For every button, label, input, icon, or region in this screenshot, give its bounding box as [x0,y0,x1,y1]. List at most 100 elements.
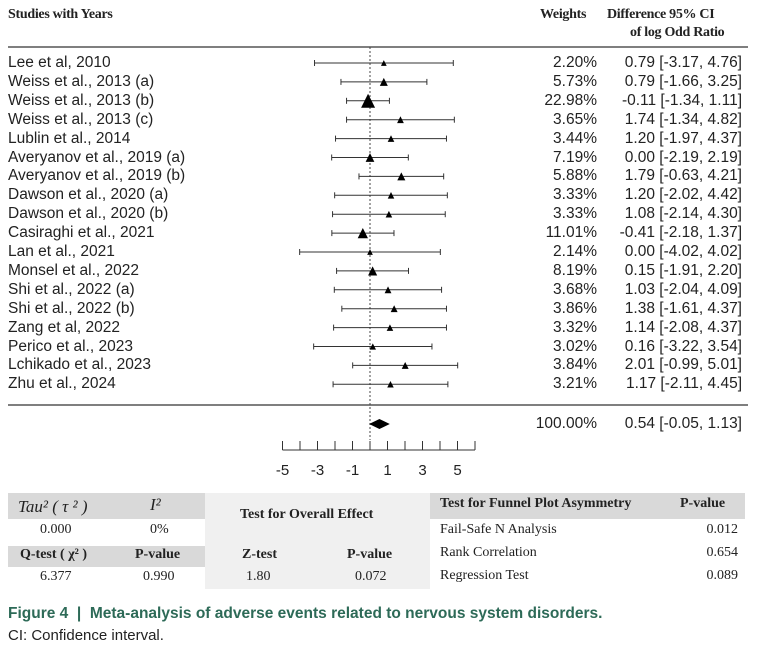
study-label: Weiss et al., 2013 (c) [8,110,154,128]
funnel-header-bg [430,493,745,519]
study-label: Lan et al., 2021 [8,243,115,260]
effect-marker [384,286,392,294]
study-weight: 3.21% [553,375,597,393]
effect-marker [387,192,395,199]
ztest-value: 1.80 [246,569,271,584]
overall-effect-title: Test for Overall Effect [240,507,374,522]
study-ci: -0.41 [-2.18, 1.37] [619,224,742,242]
study-label: Dawson et al., 2020 (b) [8,205,169,223]
effect-marker [367,249,373,255]
effect-marker [380,60,387,66]
study-weight: 5.73% [553,72,597,90]
study-weight: 7.19% [553,148,597,166]
funnel-p-label: P-value [680,496,726,511]
tau-value: 0.000 [40,522,72,537]
overall-effect-block [205,493,430,589]
study-label: Perico et al., 2023 [8,337,133,355]
study-column-header: Studies with Years [8,7,113,22]
funnel-row-label: Regression Test [440,568,529,583]
x-tick-label: -5 [276,462,289,479]
effect-marker [390,305,398,313]
study-label: Averyanov et al., 2019 (b) [8,167,186,185]
effect-marker [387,135,395,142]
study-label: Zang et al, 2022 [8,318,121,336]
study-ci: 1.79 [-0.63, 4.21] [624,167,742,185]
funnel-row-p: 0.089 [706,568,739,583]
study-ci: 1.20 [-2.02, 4.42] [624,186,742,204]
x-tick-label: -3 [311,462,324,479]
qtest-label: Q-test ( χ² ) [20,547,88,562]
effect-marker [397,116,404,124]
funnel-title: Test for Funnel Plot Asymmetry [440,496,632,511]
study-label: Shi et al., 2022 (a) [8,280,135,298]
caption-note: CI: Confidence interval. [8,627,164,644]
study-weight: 3.68% [553,280,597,298]
study-weight: 8.19% [553,261,597,279]
figure-caption: Figure 4 | Meta-analysis of adverse even… [8,605,603,622]
ci-column-header-line2: of log Odd Ratio [630,25,725,40]
funnel-row-label: Rank Correlation [440,545,537,560]
study-label: Casiraghi et al., 2021 [8,224,155,242]
x-tick-label: -1 [346,462,359,479]
x-tick-label: 5 [453,462,461,479]
qtest-value: 6.377 [40,569,72,584]
study-ci: 0.79 [-3.17, 4.76] [624,54,742,71]
study-weight: 22.98% [544,91,597,109]
study-label: Monsel et al., 2022 [8,261,139,279]
effect-marker [401,361,409,369]
x-tick-label: 1 [383,462,391,479]
study-ci: -0.11 [-1.34, 1.11] [621,91,742,109]
study-weight: 2.14% [553,243,597,260]
weights-column-header: Weights [540,7,587,22]
study-ci: 1.38 [-1.61, 4.37] [624,299,742,317]
i2-label: I² [150,495,161,514]
funnel-row-p: 0.012 [706,522,739,537]
study-label: Averyanov et al., 2019 (a) [8,148,186,166]
study-ci: 0.00 [-2.19, 2.19] [624,148,742,166]
effect-marker [365,153,375,162]
ztest-p-value: 0.072 [355,569,387,584]
effect-marker [379,77,388,86]
study-label: Zhu et al., 2024 [8,375,116,393]
effect-marker [397,172,406,181]
ci-column-header-line1: Difference 95% CI [607,7,715,22]
study-weight: 3.65% [553,110,597,128]
study-weight: 3.84% [553,356,597,374]
effect-marker [385,210,393,218]
ztest-p-label: P-value [347,547,393,562]
effect-marker [386,324,394,331]
study-ci: 0.15 [-1.91, 2.20] [624,261,742,279]
x-tick-label: 3 [418,462,426,479]
study-ci: 1.03 [-2.04, 4.09] [624,280,742,298]
study-weight: 5.88% [553,167,597,185]
study-weight: 11.01% [545,224,597,242]
tau-label: Tau² ( τ ² ) [18,497,88,516]
funnel-row-label: Fail-Safe N Analysis [440,522,557,537]
forest-plot: -5 -3 -1 1 3 5 [8,46,748,479]
summary-diamond [369,419,390,429]
study-label: Shi et al., 2022 (b) [8,299,135,317]
study-ci: 0.16 [-3.22, 3.54] [624,337,742,355]
study-label: Lchikado et al., 2023 [8,356,152,374]
study-weight: 3.33% [553,186,597,204]
effect-marker [368,266,378,276]
study-ci: 2.01 [-0.99, 5.01] [624,356,742,374]
study-ci: 1.08 [-2.14, 4.30] [624,205,742,223]
study-weight: 3.33% [553,205,597,223]
study-ci: 1.74 [-1.34, 4.82] [624,110,742,128]
effect-marker [361,93,376,108]
study-weight: 3.86% [553,299,597,317]
study-weight: 3.32% [553,318,597,336]
summary-weight: 100.00% [535,415,597,432]
study-ci: 0.00 [-4.02, 4.02] [624,243,742,260]
qtest-p-value: 0.990 [143,569,175,584]
study-label: Weiss et al., 2013 (b) [8,91,155,109]
i2-value: 0% [150,522,169,537]
heterogeneity-header-bg [8,493,205,519]
effect-marker [387,381,394,388]
study-label: Lublin et al., 2014 [8,129,131,147]
study-ci: 1.17 [-2.11, 4.45] [625,375,742,393]
qtest-p-label: P-value [135,547,181,562]
study-label: Weiss et al., 2013 (a) [8,72,155,90]
study-weight: 3.02% [553,337,597,355]
